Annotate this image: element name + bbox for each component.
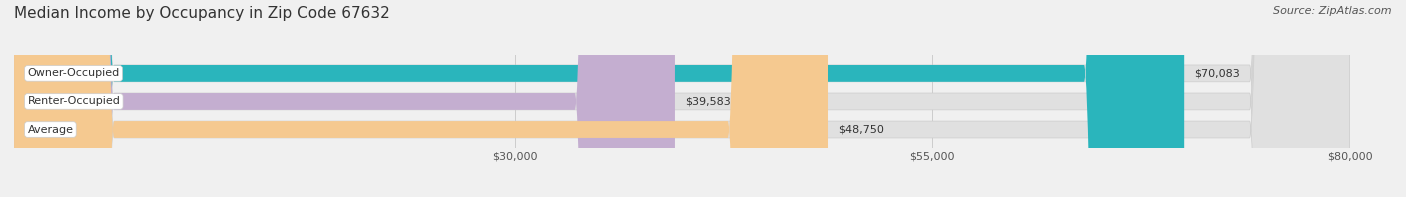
Text: Source: ZipAtlas.com: Source: ZipAtlas.com <box>1274 6 1392 16</box>
Text: Median Income by Occupancy in Zip Code 67632: Median Income by Occupancy in Zip Code 6… <box>14 6 389 21</box>
FancyBboxPatch shape <box>14 0 1350 197</box>
FancyBboxPatch shape <box>14 0 1184 197</box>
FancyBboxPatch shape <box>14 0 828 197</box>
Text: Average: Average <box>28 125 73 135</box>
FancyBboxPatch shape <box>14 0 675 197</box>
Text: $48,750: $48,750 <box>838 125 884 135</box>
Text: $39,583: $39,583 <box>685 97 731 106</box>
Text: Owner-Occupied: Owner-Occupied <box>28 68 120 78</box>
FancyBboxPatch shape <box>14 0 1350 197</box>
Text: $70,083: $70,083 <box>1194 68 1240 78</box>
FancyBboxPatch shape <box>14 0 1350 197</box>
Text: Renter-Occupied: Renter-Occupied <box>28 97 121 106</box>
